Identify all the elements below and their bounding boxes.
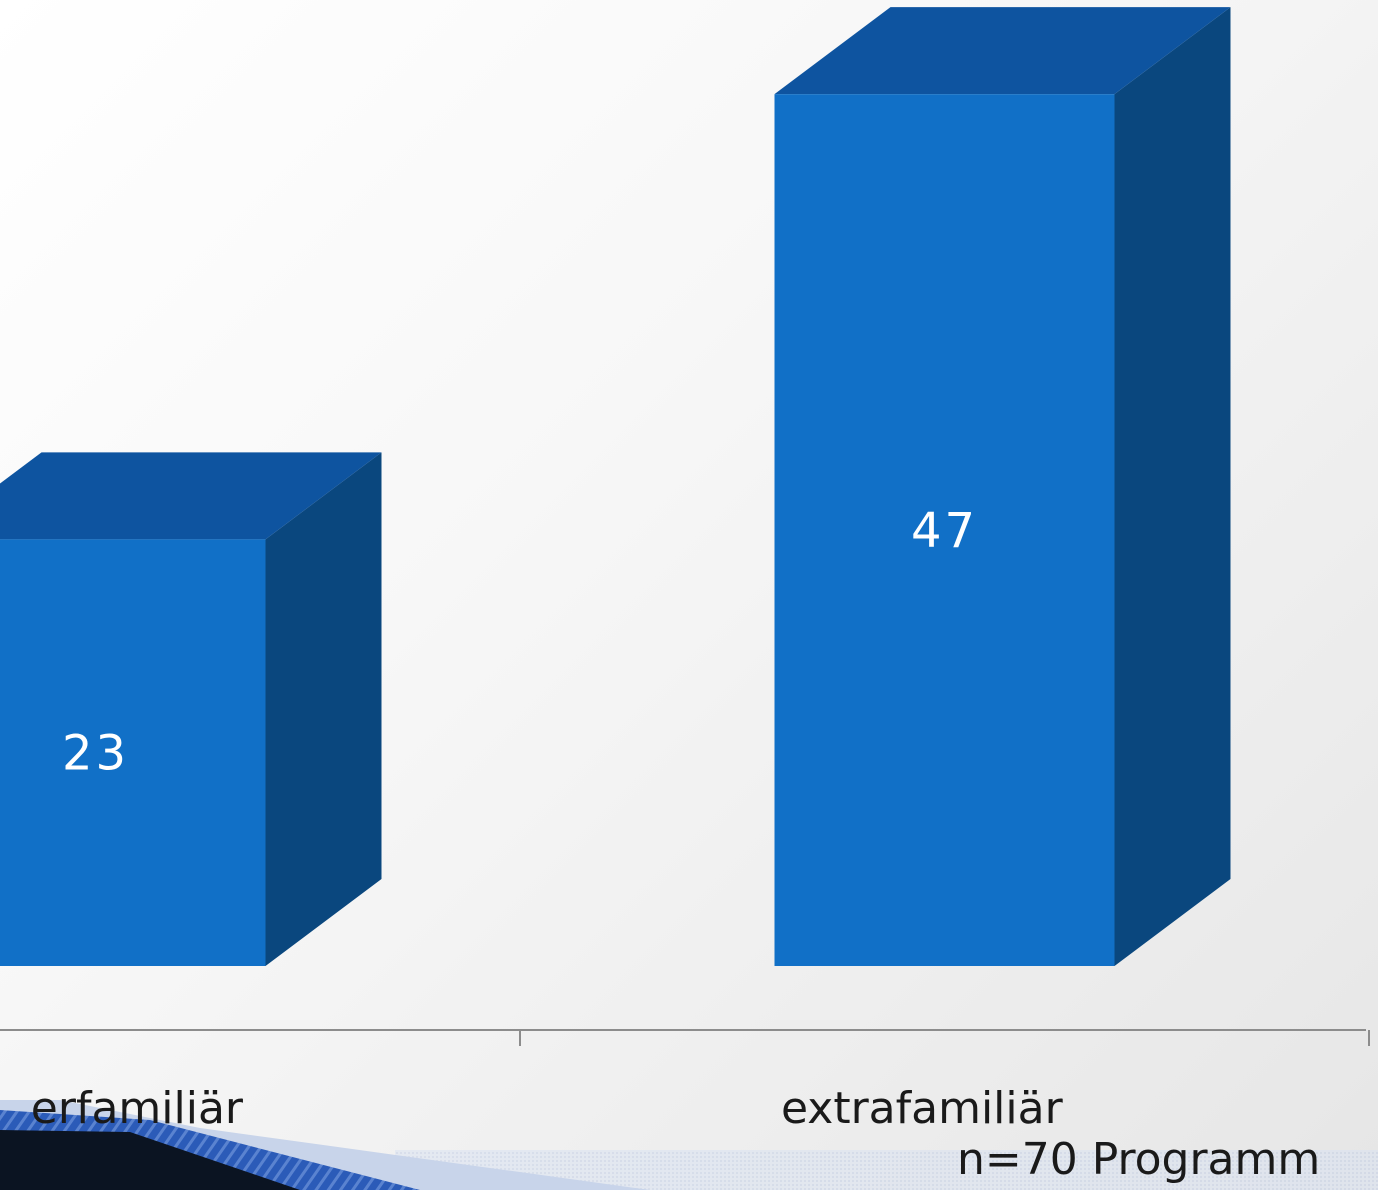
bar-top-1 [0,452,382,540]
bar-side-1 [265,452,382,967]
swoosh-dark-band [0,1130,300,1190]
category-label-2: extrafamiliär [781,1083,1064,1134]
bar-1 [0,539,266,966]
category-label-1: erfamiliär [31,1083,244,1134]
bar-side-2 [1114,7,1231,966]
data-label-2: 47 [911,503,978,559]
data-label-1: 23 [62,726,129,782]
sample-size-note: n=70 Programm [957,1134,1320,1185]
swoosh-light-band [395,1150,1378,1190]
bar-top-2 [774,7,1231,95]
bar-2 [774,94,1115,966]
